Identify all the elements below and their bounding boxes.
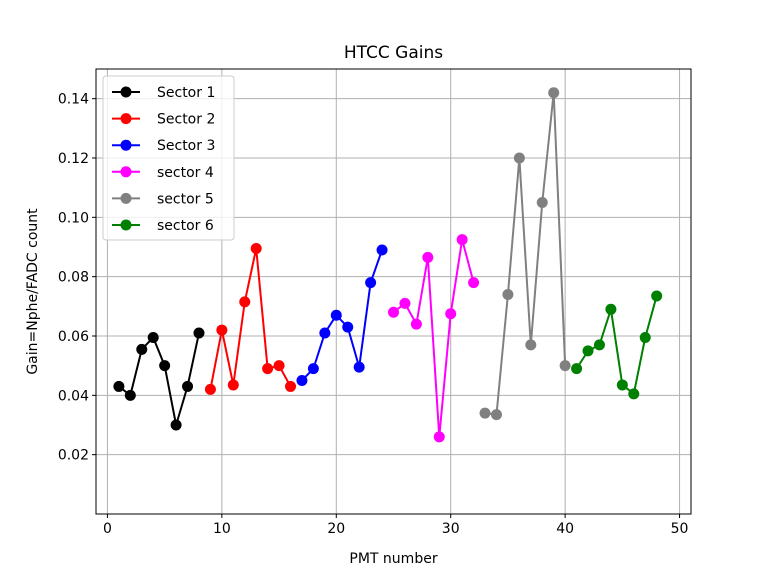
data-point bbox=[536, 197, 548, 208]
legend-label: Sector 1 bbox=[157, 85, 215, 101]
data-point bbox=[399, 297, 411, 309]
data-point bbox=[365, 277, 377, 289]
legend-label: Sector 2 bbox=[157, 112, 215, 128]
data-point bbox=[193, 327, 205, 339]
series-line bbox=[301, 249, 384, 382]
legend-marker bbox=[120, 113, 132, 125]
legend-item: Sector 2 bbox=[112, 112, 215, 128]
data-point bbox=[468, 277, 480, 289]
data-point bbox=[525, 339, 537, 351]
data-point bbox=[239, 296, 251, 308]
data-point bbox=[113, 380, 125, 392]
series-5 bbox=[479, 87, 571, 421]
x-tick-label: 10 bbox=[213, 521, 231, 537]
y-tick-label: 0.06 bbox=[58, 329, 89, 345]
series-1 bbox=[113, 327, 205, 431]
y-tick-label: 0.04 bbox=[58, 388, 89, 404]
data-point bbox=[353, 361, 365, 373]
data-point bbox=[456, 234, 468, 246]
y-tick-label: 0.08 bbox=[58, 270, 89, 286]
data-point bbox=[182, 380, 194, 392]
data-point bbox=[410, 318, 422, 330]
series-line bbox=[118, 332, 200, 426]
data-point bbox=[513, 152, 525, 164]
y-tick-label: 0.10 bbox=[58, 210, 89, 226]
y-tick-label: 0.14 bbox=[58, 92, 89, 108]
series-line bbox=[484, 92, 567, 416]
legend-item: sector 6 bbox=[112, 218, 214, 234]
data-point bbox=[605, 303, 617, 315]
x-axis-label: PMT number bbox=[349, 551, 437, 567]
legend-marker bbox=[120, 166, 132, 178]
series-6 bbox=[571, 290, 663, 400]
legend: Sector 1 Sector 2 Sector 3 sector 4 sector 5… bbox=[102, 75, 235, 241]
data-point bbox=[479, 407, 491, 419]
data-point bbox=[285, 380, 297, 392]
legend-marker bbox=[120, 219, 132, 231]
legend-item: Sector 3 bbox=[112, 138, 215, 154]
data-point bbox=[502, 288, 514, 300]
legend-item: sector 4 bbox=[112, 165, 214, 181]
plot-area-frame bbox=[95, 68, 692, 515]
x-tick-label: 50 bbox=[671, 521, 689, 537]
data-point bbox=[548, 87, 560, 99]
data-point bbox=[559, 360, 571, 372]
data-point bbox=[445, 308, 457, 320]
data-point bbox=[639, 331, 651, 343]
data-point bbox=[628, 388, 640, 400]
series-layer bbox=[113, 87, 663, 443]
legend-marker bbox=[120, 192, 132, 204]
legend-item: sector 5 bbox=[112, 191, 214, 207]
data-point bbox=[216, 324, 228, 336]
data-point bbox=[582, 345, 594, 357]
axis-ticks: 0 10 20 30 40 50 0.02 0.04 0.06 0.08 0.10 0.12 0.14 bbox=[58, 92, 689, 537]
data-point bbox=[204, 383, 216, 395]
data-point bbox=[490, 409, 502, 421]
data-point bbox=[571, 363, 583, 375]
legend-label: sector 6 bbox=[157, 218, 214, 234]
data-point bbox=[227, 379, 239, 391]
data-point bbox=[388, 306, 399, 318]
chart-title: HTCC Gains bbox=[344, 43, 443, 63]
y-tick-label: 0.02 bbox=[58, 448, 89, 464]
legend-item: Sector 1 bbox=[112, 85, 215, 101]
data-point bbox=[307, 363, 319, 375]
data-point bbox=[170, 419, 182, 431]
legend-label: sector 4 bbox=[157, 165, 214, 181]
legend-marker bbox=[120, 139, 132, 151]
legend-label: sector 5 bbox=[157, 191, 214, 207]
data-point bbox=[262, 363, 274, 375]
y-tick-label: 0.12 bbox=[58, 151, 89, 167]
x-tick-label: 0 bbox=[103, 521, 112, 537]
x-tick-label: 20 bbox=[327, 521, 345, 537]
x-tick-label: 30 bbox=[442, 521, 460, 537]
series-4 bbox=[388, 234, 480, 443]
data-point bbox=[330, 309, 342, 321]
data-point bbox=[376, 244, 388, 256]
data-point bbox=[342, 321, 354, 333]
data-point bbox=[124, 389, 136, 401]
data-point bbox=[616, 379, 628, 391]
series-2 bbox=[204, 242, 297, 395]
data-point bbox=[136, 343, 148, 355]
series-3 bbox=[296, 244, 388, 386]
data-point bbox=[147, 331, 159, 343]
data-point bbox=[296, 375, 308, 386]
legend-marker bbox=[120, 86, 132, 98]
data-point bbox=[593, 339, 605, 351]
legend-label: Sector 3 bbox=[157, 138, 215, 154]
data-point bbox=[319, 327, 331, 339]
data-point bbox=[273, 360, 285, 372]
data-point bbox=[159, 360, 171, 372]
x-tick-label: 40 bbox=[556, 521, 574, 537]
y-axis-label: Gain=Nphe/FADC count bbox=[25, 208, 41, 375]
data-point bbox=[433, 431, 445, 443]
data-point bbox=[250, 242, 262, 254]
data-point bbox=[422, 251, 434, 263]
data-point bbox=[651, 290, 663, 302]
